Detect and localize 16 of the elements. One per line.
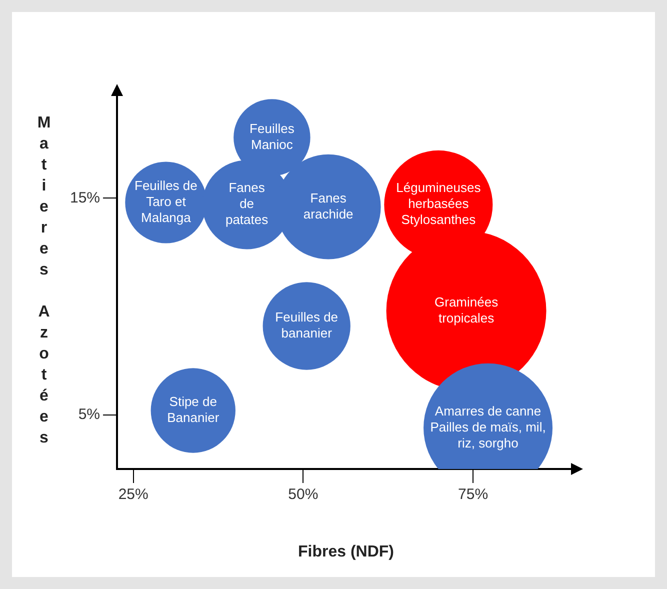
y-tick-label: 15% <box>70 189 100 206</box>
x-axis-title: Fibres (NDF) <box>298 543 394 560</box>
x-tick-label: 50% <box>288 486 318 504</box>
annotation: Amarres de canne Pailles de maïs, mil, riz, sorgho <box>430 403 546 450</box>
annotation: Graminées tropicales <box>434 294 499 326</box>
annotation: Stipe de Bananier <box>167 394 220 426</box>
annotation: Feuilles de bananier <box>275 310 338 341</box>
annotation: Fanes arachide <box>303 190 354 222</box>
x-tick-label: 25% <box>118 486 148 504</box>
text: Matieres Azotées <box>37 114 51 446</box>
annotation: Fanes de patates <box>225 180 269 228</box>
x-tick-label: 75% <box>458 486 488 504</box>
annotation: Feuilles de Taro et Malanga <box>134 178 198 226</box>
annotation: Feuilles Manioc <box>250 121 295 152</box>
y-tick-label: 5% <box>78 406 100 423</box>
annotation: Légumineuses herbasées Stylosanthes <box>396 180 482 228</box>
